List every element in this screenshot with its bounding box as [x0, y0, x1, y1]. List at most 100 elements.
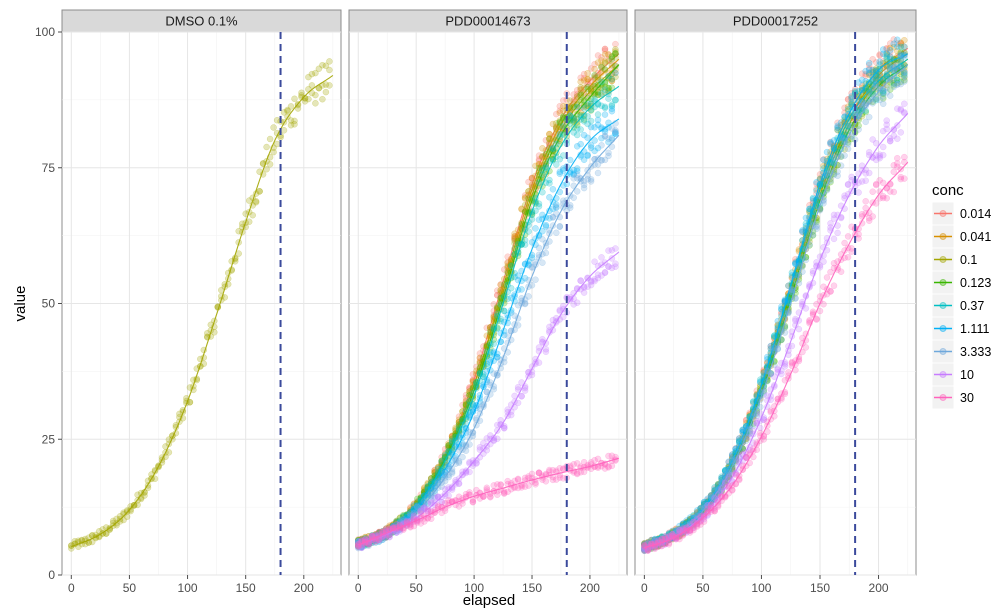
data-point [594, 116, 602, 124]
data-point [294, 105, 302, 112]
data-point [612, 69, 619, 77]
data-point [459, 453, 466, 461]
data-point [326, 58, 333, 65]
data-point [901, 153, 908, 161]
data-point [358, 535, 365, 543]
legend-key-point [939, 210, 947, 217]
data-point [894, 61, 901, 69]
data-point [834, 172, 841, 180]
data-point [455, 459, 463, 467]
data-point [594, 111, 602, 118]
data-point [862, 198, 869, 205]
data-point [872, 139, 880, 147]
data-point [897, 55, 905, 63]
data-point [137, 489, 145, 497]
data-point [580, 77, 588, 84]
data-point [580, 184, 588, 192]
data-point [612, 245, 619, 252]
data-point [528, 174, 536, 182]
data-point [525, 228, 532, 235]
data-point [123, 507, 131, 514]
x-axis-title: elapsed [463, 592, 516, 609]
data-point [865, 59, 873, 67]
data-point [612, 48, 619, 55]
data-point [834, 229, 841, 237]
legend-item: 10 [931, 362, 974, 387]
data-point [862, 177, 869, 184]
legend-label: 0.041 [960, 230, 991, 244]
data-point [608, 462, 616, 470]
data-point [901, 100, 908, 108]
data-point [539, 145, 546, 152]
data-point [553, 140, 560, 148]
data-point [580, 70, 588, 78]
data-point [518, 205, 525, 212]
data-point [577, 277, 584, 285]
data-point [584, 75, 591, 83]
data-point [865, 148, 873, 156]
data-point [287, 121, 295, 129]
data-point [560, 131, 567, 138]
data-point [556, 223, 564, 230]
data-point [270, 124, 277, 131]
data-point [291, 95, 298, 103]
data-point [580, 289, 588, 296]
data-point [869, 188, 876, 195]
panel-1: DMSO 0.1% 0 50 100 150 200 [61, 9, 342, 595]
data-point [284, 107, 291, 115]
data-point [894, 122, 901, 129]
data-point [879, 100, 887, 108]
data-point [890, 168, 898, 176]
y-tick-label: 50 [42, 297, 56, 311]
data-point [511, 230, 518, 237]
panel-3: PDD00017252 0 50 100 150 200 [634, 9, 917, 595]
data-point [612, 40, 619, 48]
data-point [322, 62, 330, 70]
data-point [879, 143, 887, 151]
data-point [287, 103, 295, 110]
data-point [130, 502, 138, 509]
data-point [109, 517, 117, 525]
data-point [539, 259, 546, 266]
data-point [844, 233, 852, 240]
x-tick-label: 0 [355, 581, 362, 595]
legend-item: 1.111 [931, 316, 989, 341]
data-point [235, 227, 242, 235]
data-point [386, 522, 393, 529]
x-tick-label: 50 [696, 581, 710, 595]
data-point [587, 117, 595, 125]
data-point [601, 66, 609, 74]
data-point [514, 475, 522, 483]
data-point [560, 123, 567, 130]
data-point [361, 533, 369, 541]
data-point [820, 300, 827, 308]
data-point [494, 435, 501, 443]
data-point [120, 510, 127, 518]
data-point [573, 131, 581, 139]
data-point [820, 258, 827, 265]
data-point [584, 134, 591, 142]
data-point [865, 169, 873, 177]
data-point [601, 66, 609, 73]
legend-key-point [939, 256, 947, 263]
data-point [601, 111, 609, 118]
data-point [577, 140, 584, 148]
data-point [830, 235, 838, 243]
data-point [256, 188, 263, 195]
legend-key-point [939, 233, 947, 240]
data-point [556, 102, 564, 110]
data-point [601, 58, 609, 65]
data-point [553, 203, 560, 210]
data-point [855, 189, 862, 196]
data-point [535, 152, 543, 159]
x-tick-label: 150 [236, 581, 256, 595]
data-point [280, 109, 288, 116]
data-point [802, 344, 810, 351]
data-point [549, 120, 557, 128]
data-point [605, 51, 612, 58]
data-point [553, 229, 560, 237]
data-point [827, 287, 834, 295]
data-point [594, 169, 602, 177]
data-point [535, 179, 543, 187]
data-point [823, 274, 831, 281]
